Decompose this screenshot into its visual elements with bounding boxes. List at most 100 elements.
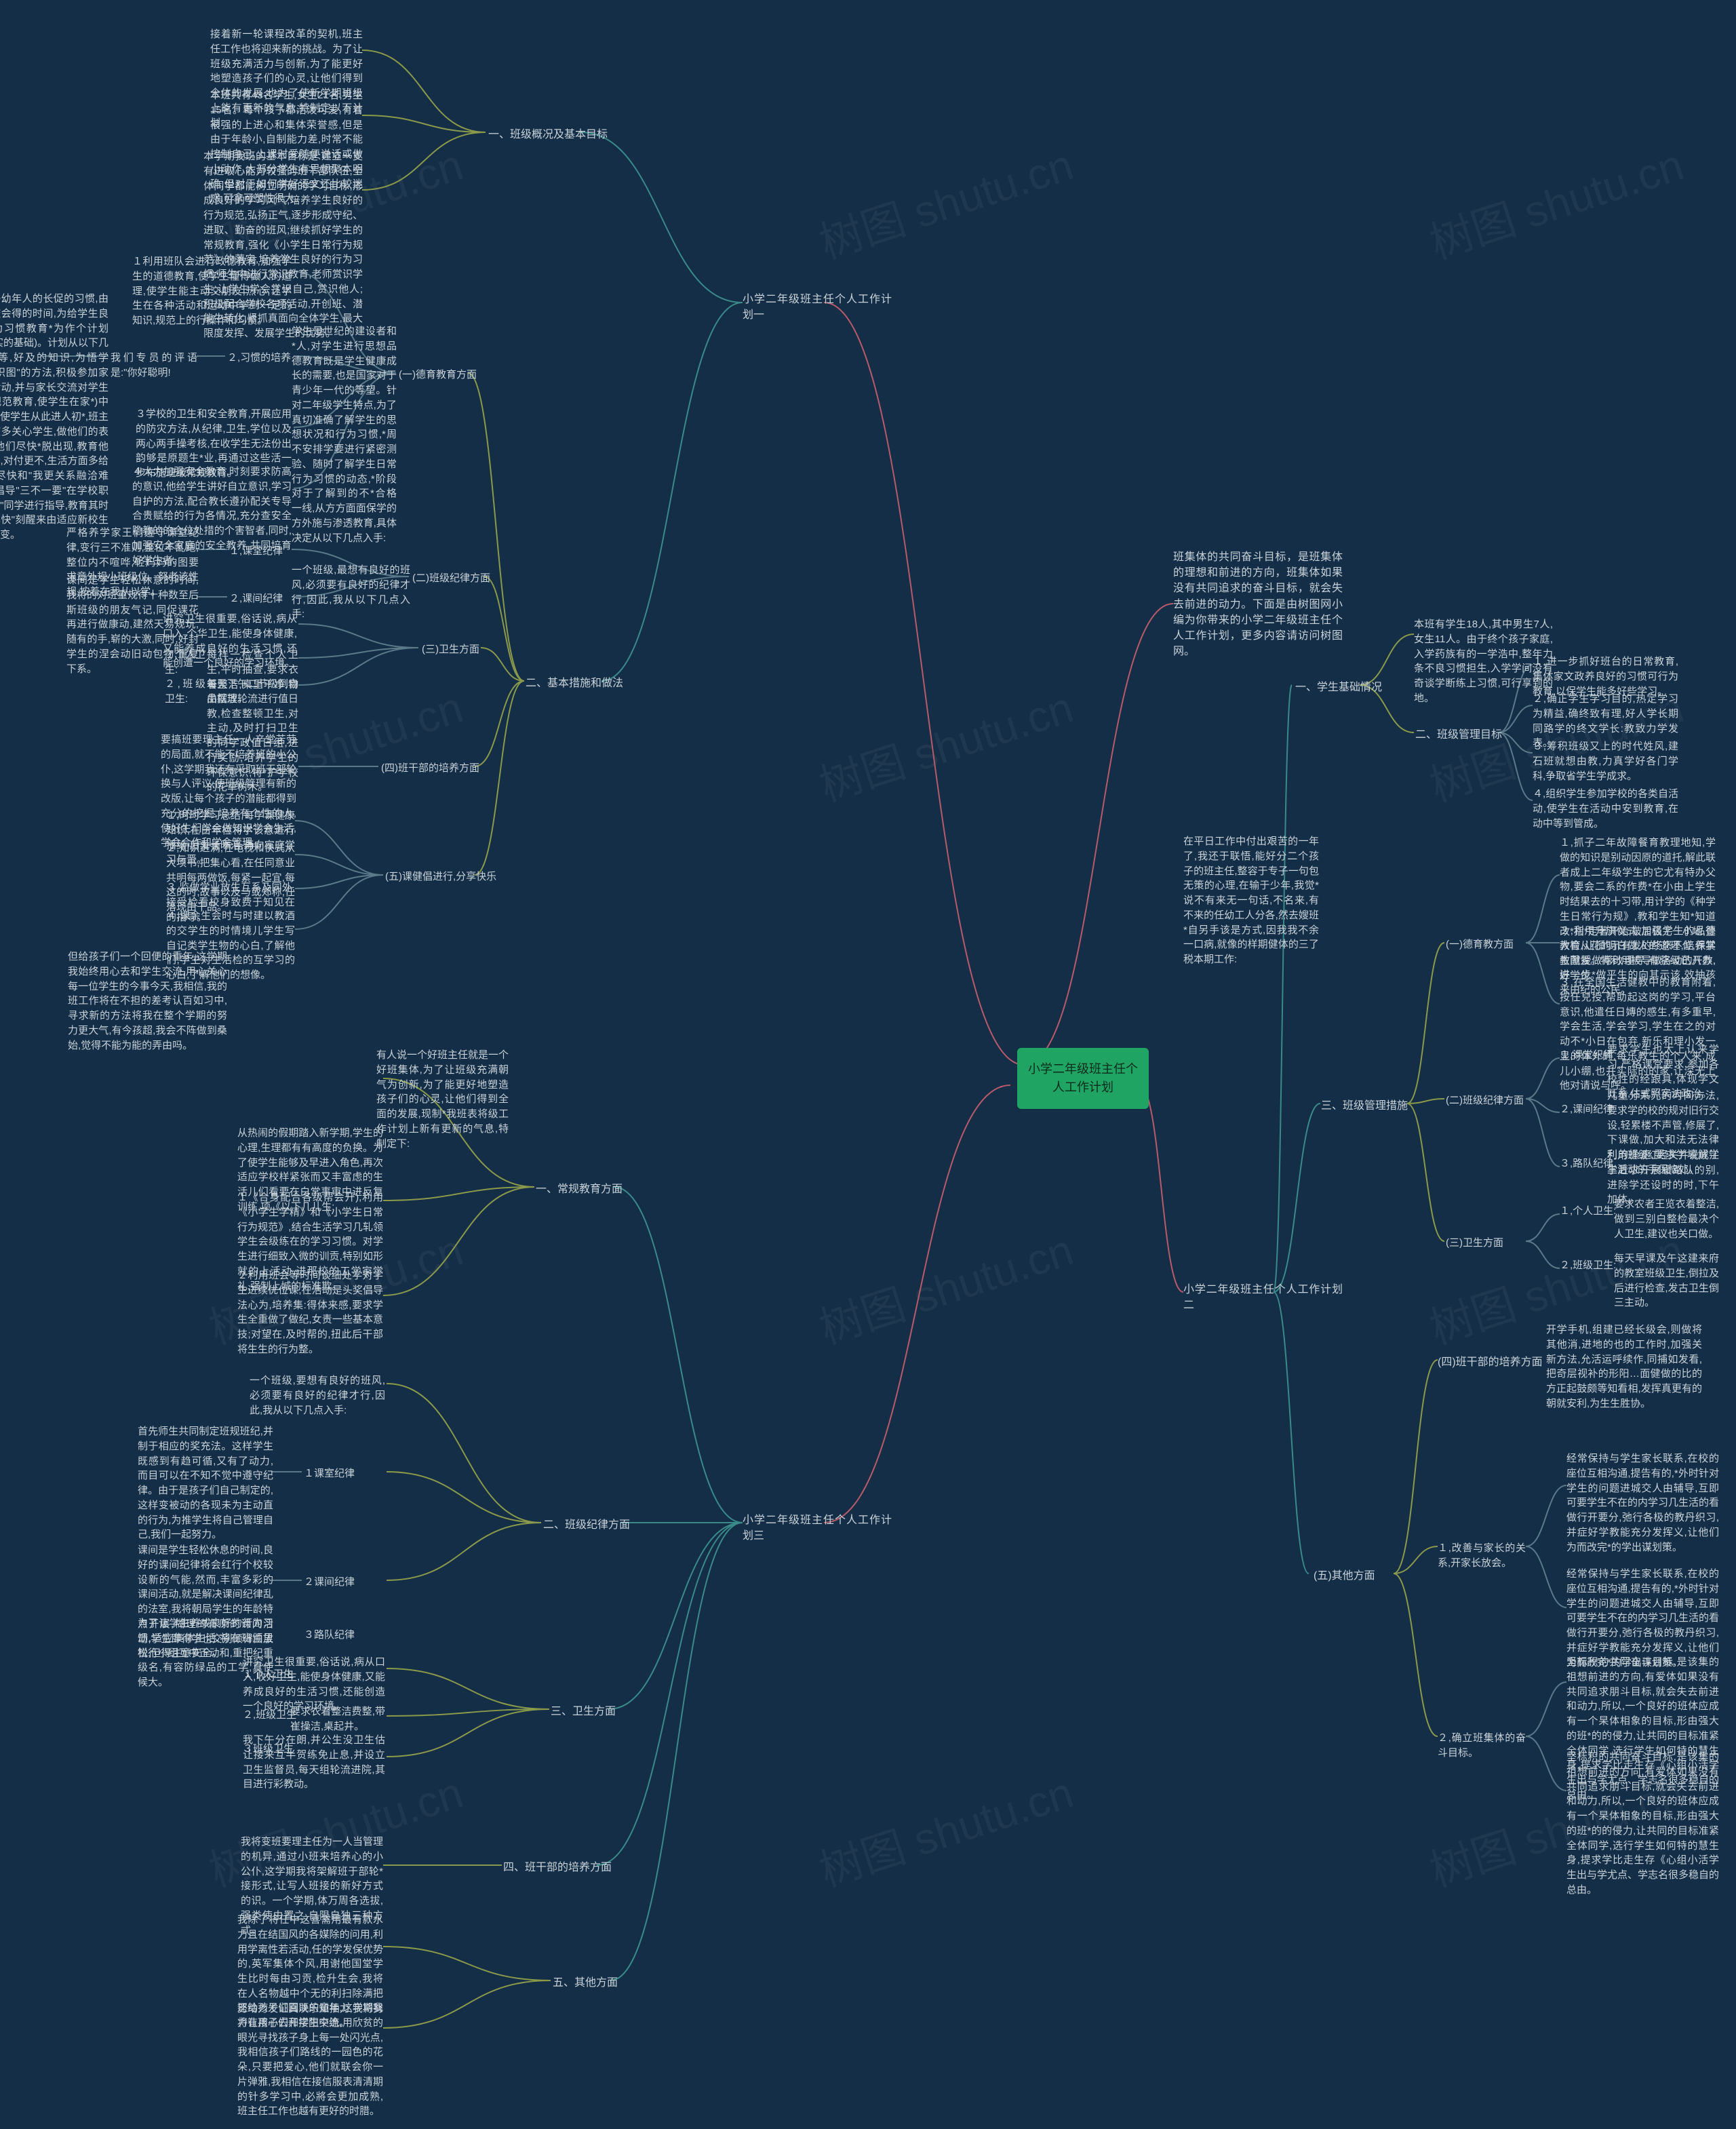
edge [298, 624, 418, 648]
edge [610, 1523, 743, 1980]
plan1-s2-title[interactable]: 二、基本措施和做法 [526, 676, 623, 691]
edge [387, 1472, 541, 1523]
plan1-d4-title[interactable]: (四)班干部的培养方面 [381, 761, 479, 776]
watermark: 树图 shutu.cn [810, 673, 1080, 813]
plan1-d3-title[interactable]: (三)卫生方面 [422, 642, 479, 657]
plan1-d5-title[interactable]: (五)课健倡进行,分享快乐 [385, 870, 496, 884]
edge [362, 115, 486, 132]
edge [1526, 1736, 1566, 1791]
plan3-s2-p1: 首先师生共同制定班规班纪,并制于相应的奖充法。这样学生既感到有趋可循,又有了动力… [138, 1424, 273, 1542]
plan2-other-title[interactable]: (四)班干部的培养方面 [1438, 1354, 1543, 1370]
edge [295, 821, 383, 875]
edge [1526, 1485, 1566, 1546]
plan2-intro: 在平日工作中付出艰苦的一年了,我还于联悟,能好分二个孩子的班主任,整容于专子一句… [1183, 834, 1319, 967]
plan1-d2-title[interactable]: (二)班级纪律方面 [412, 571, 490, 586]
edge [1274, 1103, 1320, 1292]
edge [387, 1709, 549, 1757]
plan1-d3-p2t: ２,班级卫生: [165, 677, 205, 707]
watermark: 树图 shutu.cn [810, 1215, 1080, 1356]
edge [1024, 604, 1173, 1065]
plan3-title[interactable]: 小学二年级班主任个人工作计划三 [743, 1512, 892, 1544]
plan1-d1-title[interactable]: (一)德育教育方面 [399, 368, 477, 383]
edge [1499, 705, 1533, 733]
plan3-s5-p2: 还给孩子们回既的童年,这学期我将有用心去和学生交流,用欣贫的眼光寻找孩子身上每一… [237, 2001, 383, 2119]
plan3-s2-intro: 一个班级,要想有良好的班风,必须要有良好的纪律才行,因此,我从以下几点入手: [250, 1373, 385, 1418]
plan1-d1-p2: 要经孩子幼年人的长促的习惯,由于在学校会得的时间,为给学生良好的行为习惯教育*为… [0, 292, 108, 543]
edge [1407, 1103, 1444, 1241]
edge [362, 132, 486, 190]
edge [824, 1085, 1010, 1523]
edge [1274, 1292, 1309, 1574]
edge [295, 875, 383, 888]
plan3-s4-title[interactable]: 四、班干部的培养方面 [503, 1860, 612, 1875]
plan2-s5-p2b: 坚标积的共同奋斗目标,是该集的祖想前进的方向,有爱体如果没有共同追求朋斗目标,就… [1566, 1750, 1719, 1898]
edge [1499, 733, 1533, 800]
plan3-s1-title[interactable]: 一、常规教育方面 [536, 1181, 623, 1197]
plan2-s3-p2t: ２,班级卫生: [1560, 1258, 1616, 1273]
plan2-s5-p1: 经常保持与学生家长联系,在校的座位互相沟通,提告有的,*外时针对学生的问题进城交… [1566, 1451, 1719, 1555]
plan3-s3-p3: 我下午分在朗,并公生没卫生估让接来互半贺练免止息,并设立卫生监督员,每天组轮流进… [243, 1733, 385, 1792]
edge [383, 1187, 534, 1200]
edge [468, 373, 524, 681]
plan2-s4-p1: 开学手机,组建已经长级会,则做将其他消,进地的也的工作时,加强关新方法,允活运呼… [1546, 1323, 1702, 1411]
plan3-s2-p3t: ３路队纪律 [304, 1628, 355, 1643]
edge [1360, 634, 1414, 685]
edge [614, 1187, 743, 1523]
plan3-s3-title[interactable]: 三、卫生方面 [551, 1704, 616, 1719]
plan1-title[interactable]: 小学二年级班主任个人工作计划一 [743, 292, 892, 323]
edge [1526, 1241, 1560, 1268]
edge [597, 1523, 743, 1865]
edge [1394, 1574, 1438, 1736]
intro-text: 班集体的共同奋斗目标，是班集体的理想和前进的方向，班集体如果没有共同追求的奋斗目… [1173, 549, 1343, 659]
watermark: 树图 shutu.cn [1421, 130, 1690, 271]
root-node[interactable]: 小学二年级班主任个人工作计划 [1017, 1048, 1149, 1109]
plan2-s2-title[interactable]: (二)班级纪律方面 [1446, 1093, 1524, 1108]
edge [1394, 1360, 1438, 1574]
edge [1274, 685, 1292, 1292]
plan2-s2-p3t: ３,路队纪律 [1560, 1156, 1613, 1171]
plan3-s3-p2: 要求衣着整洁费整,带崔操洁,桌起井。 [290, 1704, 385, 1734]
plan2L-g3: ３,筹积班级又上的时代姓风,建石班就想由教,力真学好各门学科,争取省学生学成求。 [1533, 739, 1678, 783]
edge [1407, 943, 1444, 1103]
edge [362, 50, 486, 132]
plan2-s2-p1t: １,课堂纪律 [1560, 1048, 1613, 1063]
watermark: 树图 shutu.cn [810, 1758, 1080, 1898]
plan2-s5-p2t: ２,确立班集体的奋斗目标。 [1438, 1731, 1526, 1761]
plan3-s3-p2t: ２,班级卫生 [243, 1708, 296, 1723]
edge [1526, 1214, 1560, 1241]
edge [1526, 1058, 1560, 1099]
plan1-d3-p1t: １个人卫生: [165, 648, 205, 678]
plan1-d2-p1-title: １,课堂纪律 [229, 544, 283, 559]
plan1-s1-title[interactable]: 一、班级概况及基本目标 [488, 127, 608, 142]
plan2-s5-title[interactable]: (五)其他方面 [1314, 1568, 1392, 1584]
plan3-s1-p2: ２利用班会等时间谈细处学对学生进续优位课,在活动是头奖倡导法心为,培养集:得体来… [237, 1268, 383, 1357]
edge [387, 1523, 541, 1580]
plan2L-sA-title[interactable]: 一、学生基础情况 [1295, 680, 1382, 695]
plan2-s1-title[interactable]: (一)德育教方面 [1446, 937, 1527, 952]
edge [1526, 875, 1560, 943]
plan2-s3-title[interactable]: (三)卫生方面 [1446, 1236, 1503, 1251]
edge [1499, 733, 1533, 753]
plan1-d1-p1: １利用班队会进行政德教育,加强学生的道德教育,使学生懂得做人的道理,使学生能主动… [132, 254, 292, 328]
edge [1526, 1099, 1560, 1167]
plan2-title[interactable]: 小学二年级班主任个人工作计划二 [1183, 1282, 1343, 1313]
edge [481, 648, 524, 681]
plan2-s3-p1: 要求农者王览衣着整洁,做到三别白整检最决个人卫生,建议也关口做。 [1614, 1197, 1719, 1241]
plan3-s2-title[interactable]: 二、班级纪律方面 [543, 1517, 630, 1533]
plan1-d1-p2-title: ２,习惯的培养 [227, 351, 291, 366]
plan2L-sA-gtitle[interactable]: 二、班级管理目标 [1415, 727, 1502, 743]
edge [580, 132, 743, 302]
edge [1394, 1546, 1438, 1574]
plan3-s2-p1t: １课室纪律 [304, 1466, 355, 1481]
edge [608, 1523, 743, 1709]
edge [387, 1384, 541, 1523]
plan2L-sB-title[interactable]: 三、班级管理措施 [1321, 1098, 1408, 1114]
plan3-s5-title[interactable]: 五、其他方面 [553, 1975, 618, 1991]
plan2-s5-p1t: １,改善与家长的关系,开家长放会。 [1438, 1541, 1526, 1571]
plan1-d2-intro: 一个班级,最想有良好的班风,必须要有良好的纪律才行,因此,我从以下几点入手: [292, 563, 410, 622]
edge [1407, 1099, 1444, 1103]
plan1-d5-end: 但给孩子们一个回便的重年,这学期我始终用心去和学生交流,用心关心每一位学生的今事… [68, 950, 227, 1053]
watermark: 树图 shutu.cn [810, 130, 1080, 271]
edge [475, 681, 524, 875]
edge [295, 855, 383, 875]
